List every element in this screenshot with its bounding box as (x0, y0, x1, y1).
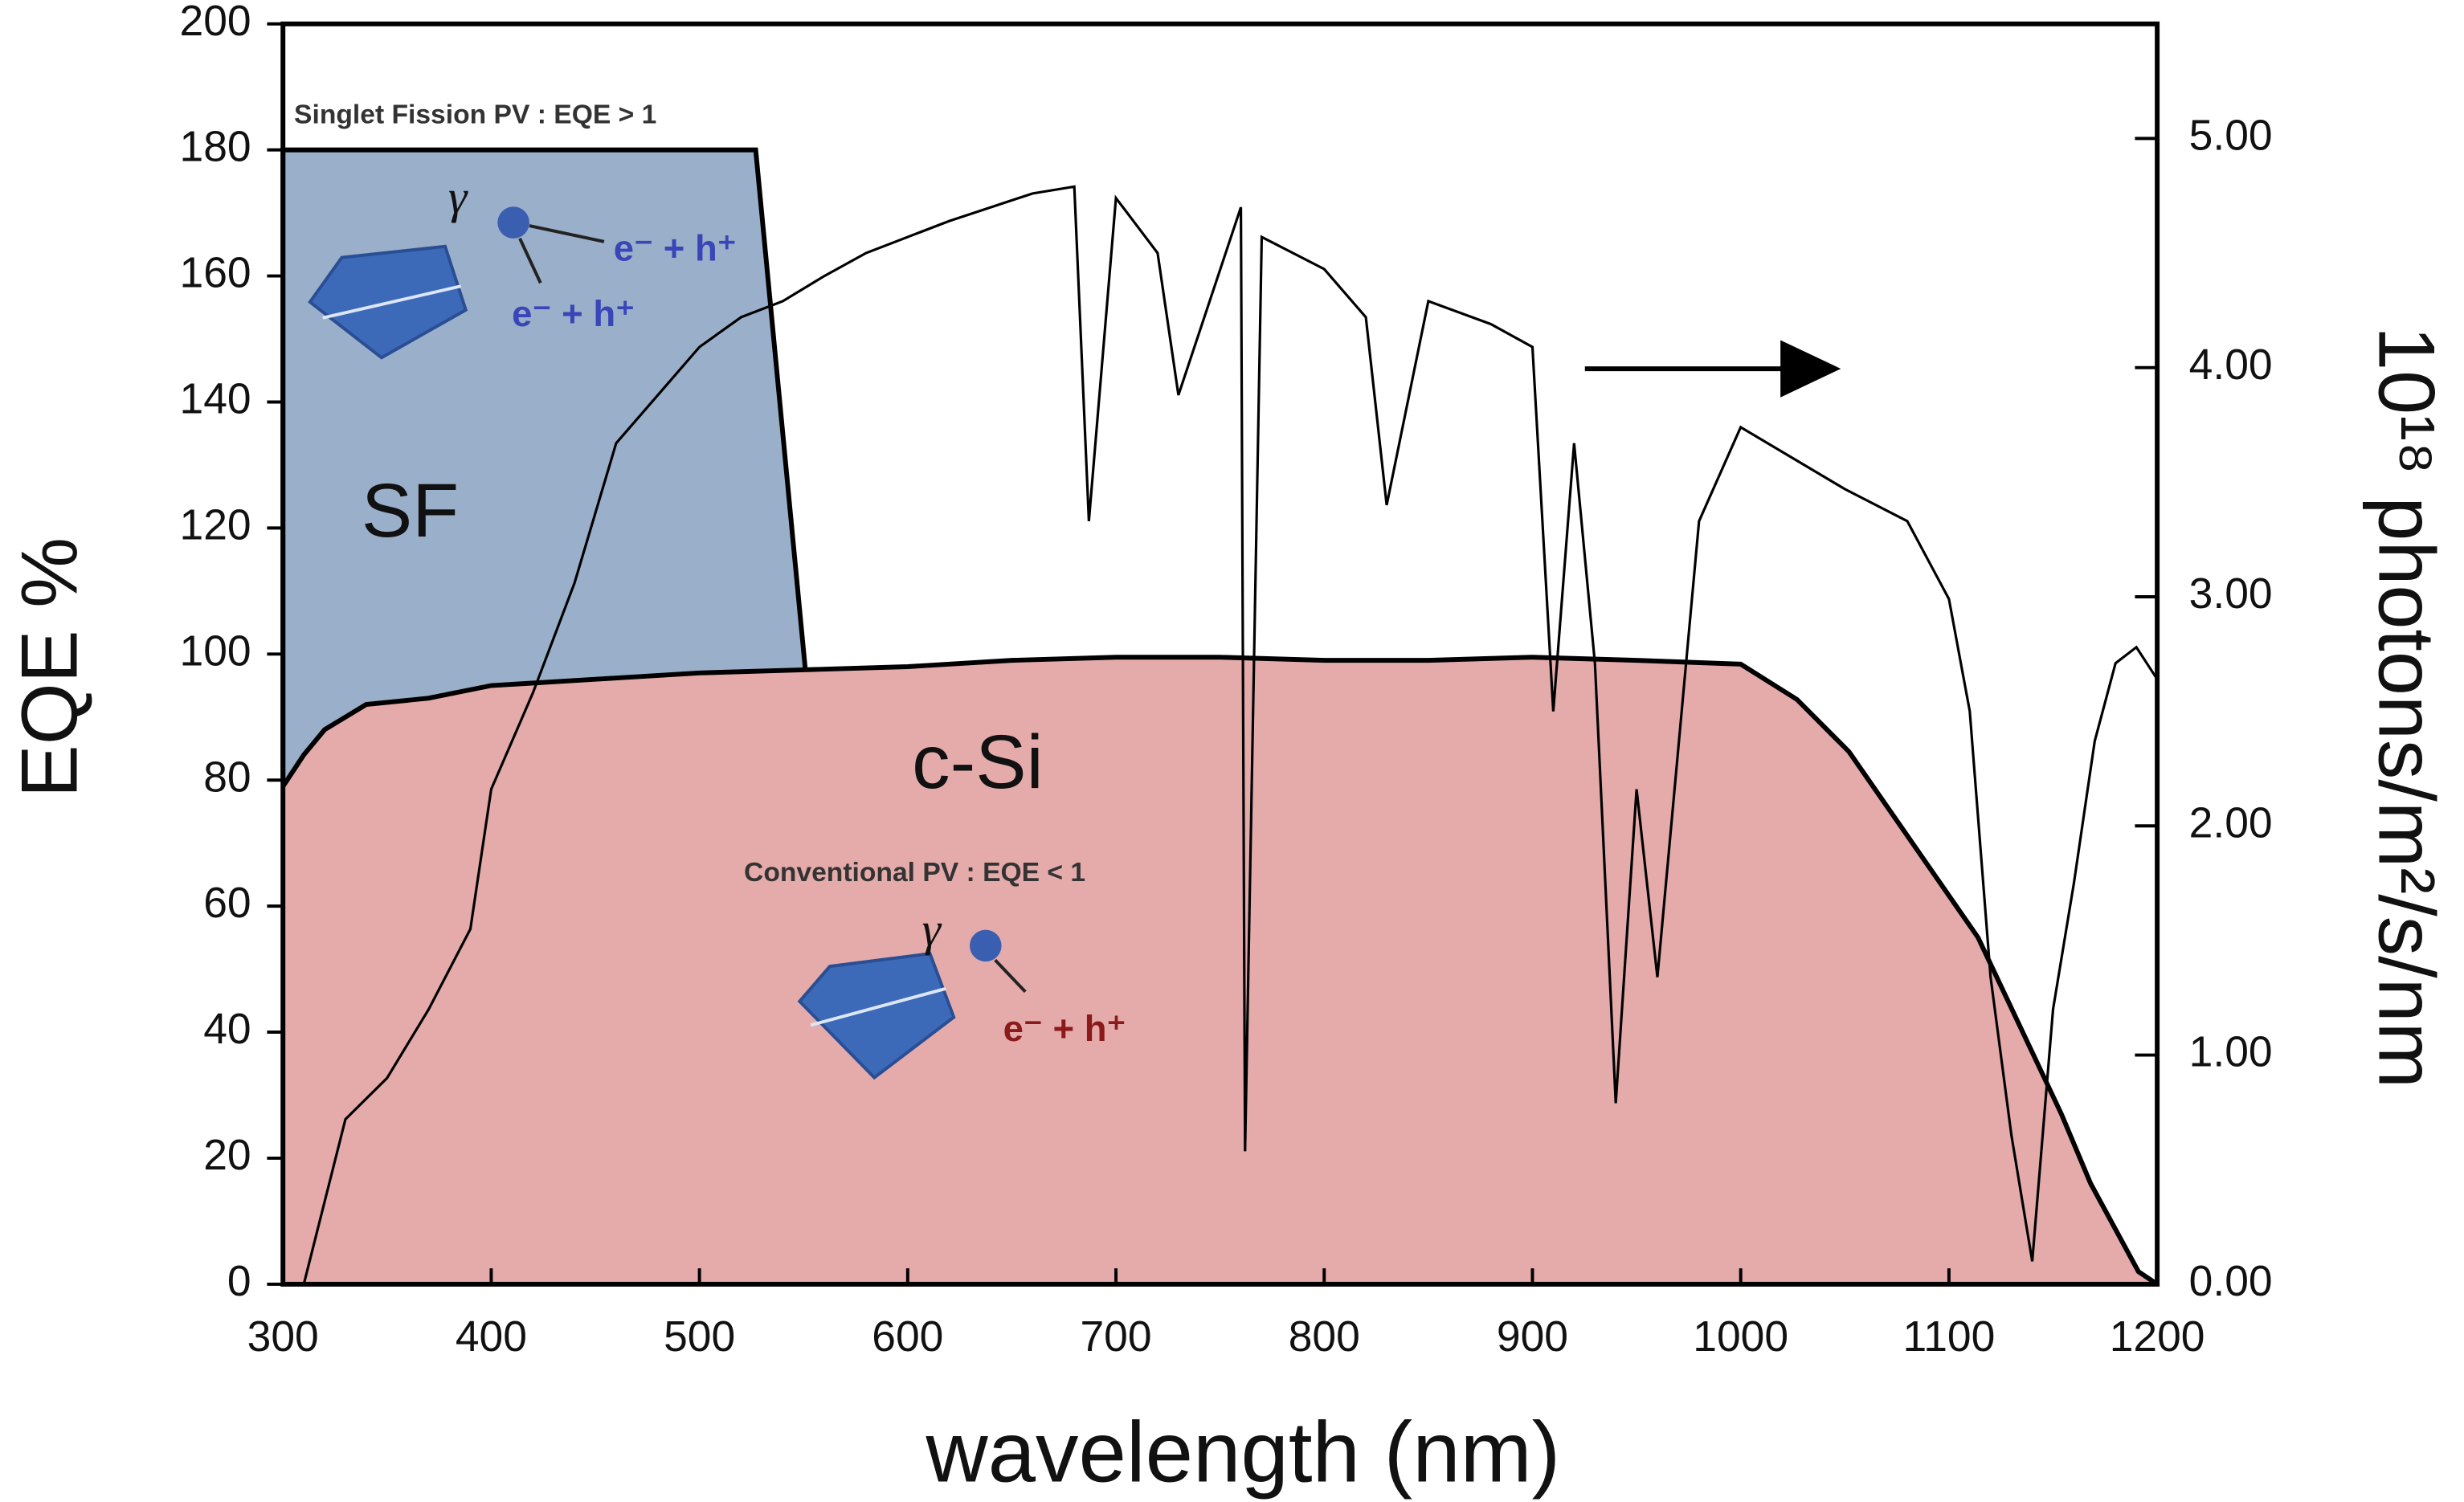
y-tick-label: 0 (227, 1258, 251, 1305)
annotation: Conventional PV : EQE < 1 (744, 858, 1085, 888)
y-tick-label: 80 (203, 753, 251, 801)
y-tick-label: 120 (180, 501, 251, 549)
plot-area (280, 147, 2159, 1287)
annotation: γ (448, 170, 468, 223)
x-tick-label: 600 (872, 1313, 943, 1361)
annotation: c-Si (912, 720, 1044, 805)
line (280, 655, 2159, 1287)
area (283, 657, 2158, 1284)
x-tick-label: 1200 (2110, 1313, 2205, 1361)
y2-tick-label: 0.00 (2189, 1258, 2273, 1305)
y2-tick-label: 5.00 (2189, 112, 2273, 159)
y-tick-label: 100 (180, 627, 251, 675)
arrow (994, 958, 1027, 994)
arrow (529, 224, 605, 243)
x-tick-label: 400 (456, 1313, 527, 1361)
y-tick-label: 160 (180, 250, 251, 297)
annotation: Singlet Fission PV : EQE > 1 (294, 100, 656, 129)
x-tick-label: 700 (1080, 1313, 1151, 1361)
arrow-head (1780, 340, 1841, 398)
y2-tick-label: 4.00 (2189, 341, 2273, 389)
y-tick-label: 40 (203, 1006, 251, 1053)
photon (970, 929, 1002, 962)
y-tick-label: 60 (203, 880, 251, 927)
y2-tick-label: 3.00 (2189, 570, 2273, 618)
y-tick-label: 200 (180, 0, 251, 45)
y2-tick-label: 2.00 (2189, 799, 2273, 847)
y-tick-label: 140 (180, 376, 251, 423)
x-tick-label: 500 (664, 1313, 735, 1361)
annotation: e⁻ + h⁺ (614, 228, 737, 269)
x-axis-label: wavelength (nm) (925, 1404, 1560, 1500)
annotation: SF (362, 468, 459, 553)
annotation: γ (922, 903, 942, 956)
arrow (518, 238, 542, 284)
photon (497, 206, 529, 239)
line (302, 185, 2159, 1285)
solar-cell-icon (797, 952, 956, 1080)
annotation: e⁻ + h⁺ (1003, 1008, 1126, 1049)
x-tick-label: 1000 (1693, 1313, 1788, 1361)
x-tick-label: 300 (247, 1313, 319, 1361)
annotation: e⁻ + h⁺ (512, 293, 635, 334)
x-tick-label: 900 (1497, 1313, 1568, 1361)
y-tick-label: 20 (203, 1132, 251, 1179)
y2-axis-label: 10¹⁸ photons/m²/s/nm (2363, 326, 2452, 1088)
x-tick-label: 800 (1289, 1313, 1360, 1361)
x-tick-label: 1100 (1902, 1313, 1995, 1361)
solar-cell-icon (308, 244, 468, 360)
y2-tick-label: 1.00 (2189, 1029, 2273, 1076)
y-tick-label: 180 (180, 124, 251, 171)
y-axis-label: EQE % (4, 537, 93, 798)
